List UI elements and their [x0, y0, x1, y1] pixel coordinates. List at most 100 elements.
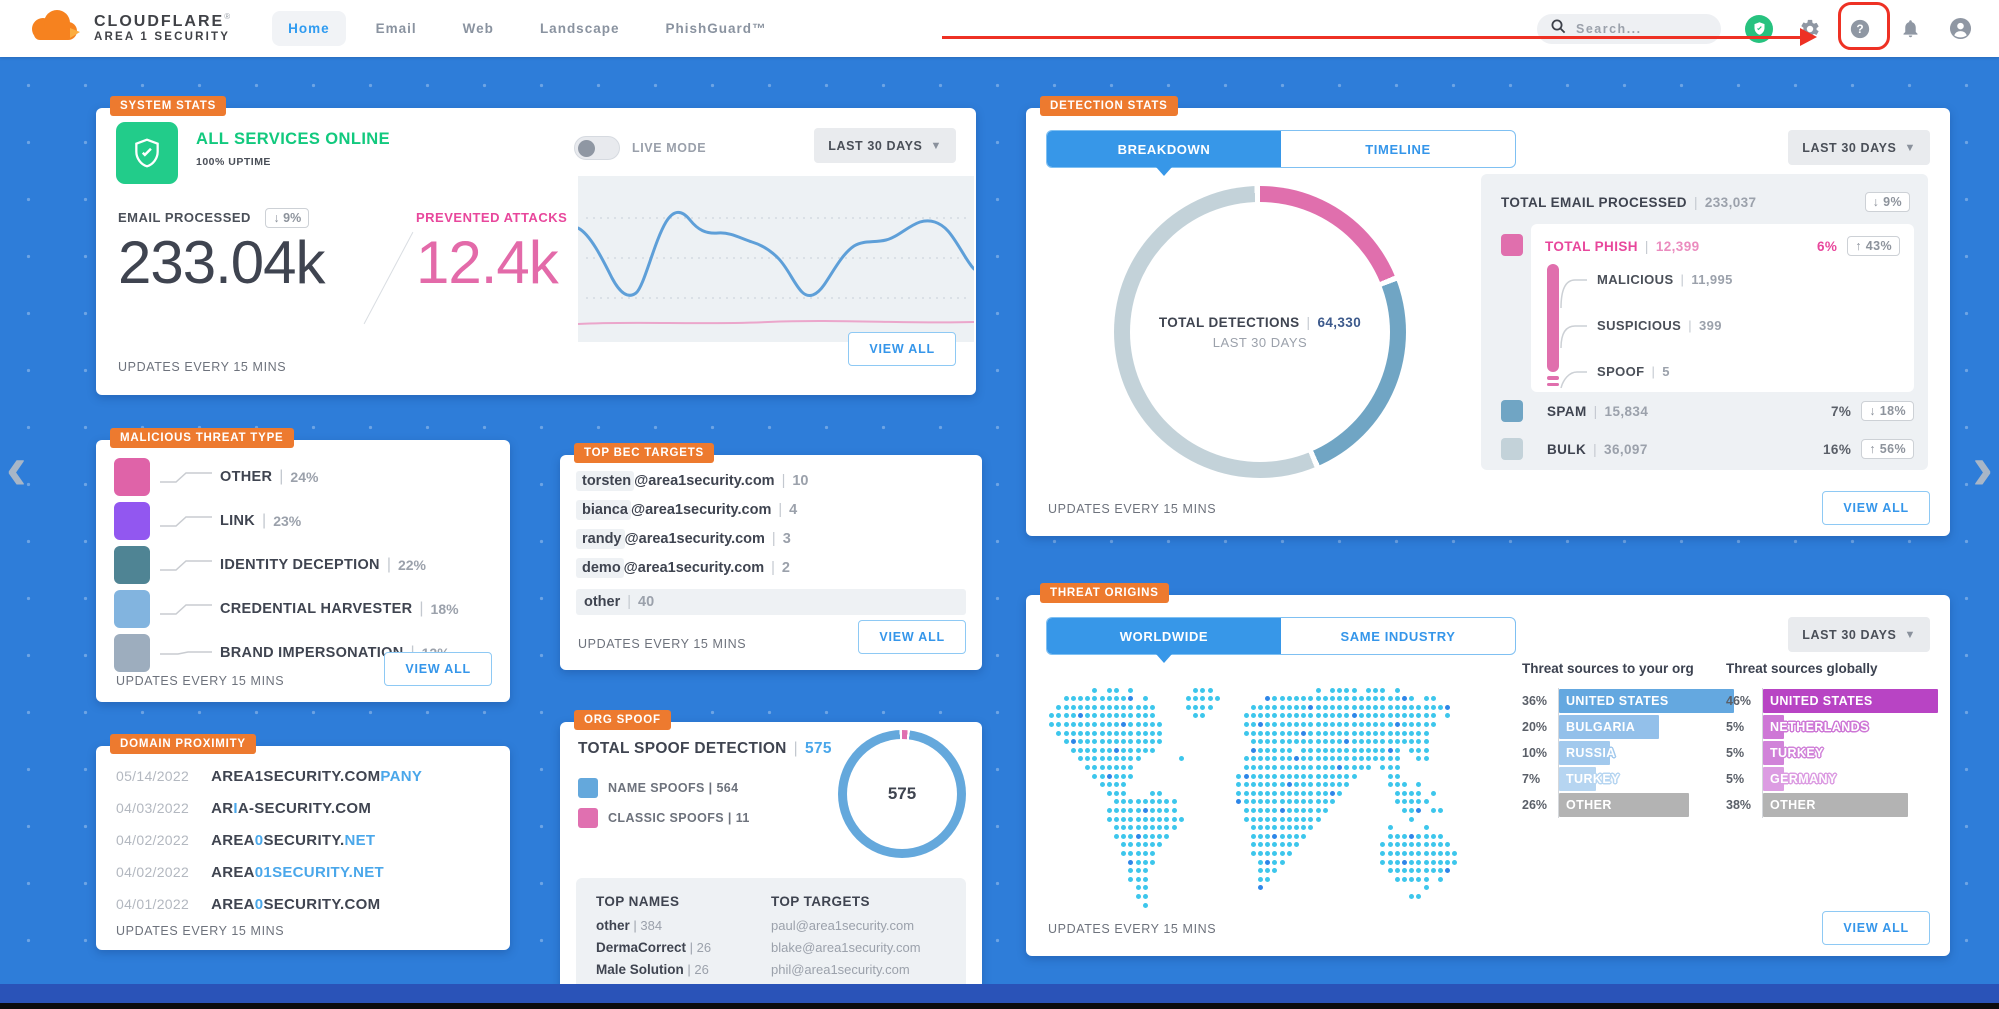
bulk-row: BULK | 36,097 16% ↑ 56% [1501, 430, 1914, 468]
threat-color-swatch [114, 546, 150, 584]
live-mode-toggle[interactable] [574, 136, 620, 160]
carousel-prev-chevron[interactable]: ‹ [6, 434, 27, 503]
tab-breakdown[interactable]: BREAKDOWN [1047, 131, 1281, 176]
list-item[interactable]: bianca @area1security.com | 4 [576, 500, 966, 520]
list-item[interactable]: 04/02/2022 AREA0SECURITY.NET [116, 832, 376, 849]
origin-bar-row: 5% TURKEY [1726, 740, 1938, 766]
origin-bar-row: 36% UNITED STATES [1522, 688, 1734, 714]
user-account-icon[interactable] [1947, 16, 1973, 42]
threat-type-list: OTHER | 24% LINK | 23% IDENTITY DECEPTION | 22… [114, 458, 492, 678]
threat-origins-badge: THREAT ORIGINS [1040, 583, 1169, 603]
view-all-button[interactable]: VIEW ALL [848, 332, 956, 366]
prevented-attacks-label: PREVENTED ATTACKS [416, 210, 568, 225]
list-item: phil@area1security.com [771, 962, 910, 977]
origin-bar-row: 5% NETHERLANDS [1726, 714, 1938, 740]
suspicious-domain: AREA0SECURITY.NET [211, 832, 376, 849]
notifications-bell-icon[interactable] [1897, 16, 1923, 42]
list-item: CREDENTIAL HARVESTER | 18% [114, 590, 492, 628]
domain-proximity-badge: DOMAIN PROXIMITY [110, 734, 256, 754]
annotation-line [942, 36, 1806, 39]
list-item[interactable]: 04/03/2022 ARIA-SECURITY.COM [116, 800, 372, 817]
help-icon[interactable]: ? [1847, 16, 1873, 42]
list-item: DermaCorrect | 26 [596, 940, 712, 955]
view-all-button[interactable]: VIEW ALL [384, 652, 492, 686]
processed-series-line [576, 210, 976, 297]
brand: CLOUDFLARE® AREA 1 SECURITY [26, 7, 230, 50]
search-input[interactable] [1576, 21, 1696, 36]
updates-label: UPDATES EVERY 15 MINS [118, 360, 287, 374]
card-threat-origins: THREAT ORIGINS WORLDWIDE SAME INDUSTRY L… [1026, 583, 1950, 956]
brand-registered-mark: ® [224, 12, 231, 22]
phish-mini-bar [1547, 264, 1587, 389]
origin-bar-row: 46% UNITED STATES [1726, 688, 1938, 714]
search-box[interactable] [1537, 13, 1721, 44]
suspicious-domain: ARIA-SECURITY.COM [211, 800, 372, 817]
classic-spoofs-swatch [578, 808, 598, 828]
list-item: LINK | 23% [114, 502, 492, 540]
list-item[interactable]: torsten @area1security.com | 10 [576, 471, 966, 491]
updates-label: UPDATES EVERY 15 MINS [578, 637, 747, 651]
threat-color-swatch [114, 590, 150, 628]
top-bec-targets-badge: TOP BEC TARGETS [574, 443, 714, 463]
annotation-arrowhead [1800, 28, 1817, 46]
prevented-attacks-value: 12.4k [416, 229, 559, 296]
origin-bar-row: 38% OTHER [1726, 792, 1938, 818]
view-all-button[interactable]: VIEW ALL [1822, 491, 1930, 525]
phish-swatch [1501, 234, 1523, 256]
view-all-button[interactable]: VIEW ALL [858, 620, 966, 654]
nav-item-phishguard[interactable]: PhishGuard™ [665, 21, 767, 36]
annotation-highlight-box [1838, 2, 1890, 50]
origin-bar-row: 26% OTHER [1522, 792, 1734, 818]
top-navigation-bar: CLOUDFLARE® AREA 1 SECURITY Home Email W… [0, 0, 1999, 57]
card-system-stats: SYSTEM STATS ALL SERVICES ONLINE 100% UP… [96, 96, 976, 395]
bottom-edge [0, 1003, 1999, 1009]
top-names-column: TOP NAMES other | 384 DermaCorrect | 26 … [596, 894, 771, 1009]
chevron-down-icon: ▼ [930, 139, 942, 152]
list-item[interactable]: randy @area1security.com | 3 [576, 529, 966, 549]
list-item: other | 384 [596, 918, 663, 933]
topbar-right: ? [1537, 13, 1973, 44]
tab-timeline[interactable]: TIMELINE [1365, 141, 1431, 157]
threat-sources-org-column: Threat sources to your org 36% UNITED STA… [1522, 661, 1734, 818]
updates-label: UPDATES EVERY 15 MINS [116, 674, 285, 688]
list-item: paul@area1security.com [771, 918, 915, 933]
updates-label: UPDATES EVERY 15 MINS [116, 924, 285, 938]
cloudflare-logo-icon [26, 7, 84, 50]
list-item[interactable]: 04/01/2022 AREA0SECURITY.COM [116, 896, 381, 913]
threat-color-swatch [114, 458, 150, 496]
suspicious-domain: AREA01SECURITY.NET [211, 864, 385, 881]
period-dropdown[interactable]: LAST 30 DAYS ▼ [1788, 617, 1930, 652]
list-item[interactable]: 05/14/2022 AREA1SECURITY.COMPANY [116, 768, 423, 785]
spoof-total-value: 575 [805, 740, 832, 757]
list-item[interactable]: other | 40 [576, 589, 966, 615]
phish-detail-card: TOTAL PHISH | 12,399 6% ↑ 43% [1531, 224, 1914, 392]
nav-item-web[interactable]: Web [462, 21, 494, 36]
tab-worldwide[interactable]: WORLDWIDE [1047, 618, 1281, 663]
period-dropdown[interactable]: LAST 30 DAYS ▼ [814, 128, 956, 163]
email-processed-metric: EMAIL PROCESSED ↓ 9% 233.04k [118, 208, 326, 297]
system-stats-badge: SYSTEM STATS [110, 96, 227, 116]
main-nav: Home Email Web Landscape PhishGuard™ [272, 11, 782, 46]
search-icon [1551, 19, 1566, 39]
phish-delta-badge: ↑ 43% [1847, 236, 1900, 256]
email-processed-label: EMAIL PROCESSED [118, 210, 251, 225]
tab-same-industry[interactable]: SAME INDUSTRY [1340, 628, 1456, 644]
bec-list: torsten @area1security.com | 10 bianca @area… [576, 471, 966, 628]
live-mode-label: LIVE MODE [632, 141, 707, 155]
view-all-button[interactable]: VIEW ALL [1822, 911, 1930, 945]
origin-bar-row: 7% TURKEY [1522, 766, 1734, 792]
nav-item-landscape[interactable]: Landscape [539, 21, 620, 36]
nav-item-home[interactable]: Home [272, 11, 346, 46]
spam-swatch [1501, 400, 1523, 422]
nav-item-email[interactable]: Email [375, 21, 417, 36]
period-dropdown[interactable]: LAST 30 DAYS ▼ [1788, 130, 1930, 165]
list-item[interactable]: 04/02/2022 AREA01SECURITY.NET [116, 864, 385, 881]
list-item[interactable]: demo @area1security.com | 2 [576, 558, 966, 578]
detections-donut-chart: TOTAL DETECTIONS | 64,330 LAST 30 DAYS [1114, 186, 1406, 478]
detection-breakdown-panel: TOTAL EMAIL PROCESSED | 233,037 ↓ 9% TOTAL… [1481, 174, 1928, 470]
origin-bar-row: 5% GERMANY [1726, 766, 1938, 792]
services-status-title: ALL SERVICES ONLINE [196, 130, 391, 148]
carousel-next-chevron[interactable]: › [1972, 434, 1993, 503]
suspicious-domain: AREA1SECURITY.COMPANY [211, 768, 423, 785]
suspicious-domain: AREA0SECURITY.COM [211, 896, 381, 913]
